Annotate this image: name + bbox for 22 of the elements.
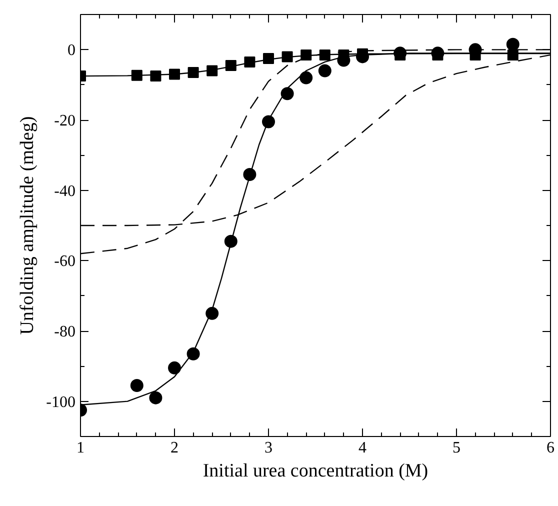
point bbox=[318, 64, 332, 78]
point bbox=[206, 306, 219, 320]
x-tick-label: 3 bbox=[264, 440, 272, 456]
y-tick-label: -80 bbox=[54, 324, 76, 340]
point bbox=[131, 70, 142, 81]
x-tick-label: 6 bbox=[546, 440, 554, 456]
point bbox=[168, 361, 181, 374]
y-tick-label: 0 bbox=[68, 42, 76, 60]
x-tick-label: 1 bbox=[76, 440, 84, 456]
y-tick-label: -60 bbox=[54, 253, 76, 270]
x-tick-label: 2 bbox=[170, 440, 178, 456]
y-tick-label: -100 bbox=[46, 394, 76, 411]
y-tick-label: -40 bbox=[54, 182, 76, 200]
x-axis-title: Initial urea concentration (M) bbox=[202, 460, 428, 482]
y-tick-label: -20 bbox=[54, 112, 76, 130]
y-axis-title: Unfolding amplitude (mdeg) bbox=[17, 116, 38, 335]
point bbox=[130, 379, 144, 392]
point bbox=[149, 391, 162, 404]
point bbox=[506, 38, 520, 51]
x-tick-label: 5 bbox=[452, 440, 460, 456]
x-tick-label: 4 bbox=[358, 440, 366, 456]
point bbox=[300, 71, 313, 84]
